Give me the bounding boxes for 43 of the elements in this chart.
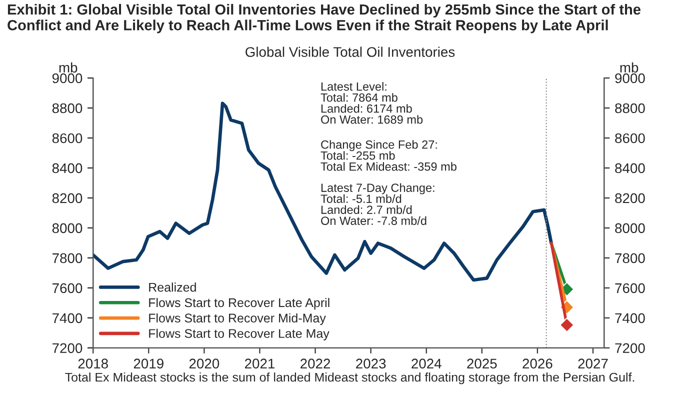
text: Total Ex Mideast stocks is the sum of landed Mideast stocks and floating storage from the Persian Gulf.: [65, 372, 634, 384]
y-tick-label: 8800: [52, 103, 82, 114]
x-tick-label: 2026: [522, 358, 552, 369]
x-tick-label: 2027: [578, 358, 608, 369]
y-axis-title: mb: [59, 62, 78, 73]
legend-label: Realized: [149, 282, 196, 292]
y2-tick-label: 7800: [615, 253, 645, 264]
y-tick-label: 8400: [52, 163, 82, 174]
x-tick-label: 2024: [412, 358, 442, 369]
annotation: Latest 7-Day Change: Total: -5.1 mb/d Landed: 2.7 mb/d On Water: -7.8 mb/d: [320, 183, 434, 225]
legend-label: Flows Start to Recover Mid-May: [149, 313, 326, 325]
x-tick-label: 2025: [467, 358, 497, 369]
y2-tick-label: 7400: [615, 313, 645, 324]
y-tick-label: 9000: [52, 73, 82, 84]
chart-subtitle: Global Visible Total Oil Inventories: [246, 46, 455, 57]
annotation: Latest Level: Total: 7864 mb Landed: 6174 mb On Water: 1689 mb: [320, 82, 423, 124]
y-tick-label: 7600: [52, 283, 82, 294]
y-tick-label: 8000: [52, 223, 82, 234]
line-series: [93, 102, 554, 282]
legend-label: Flows Start to Recover Late April: [149, 298, 330, 310]
y-tick-label: 8200: [52, 193, 82, 204]
annotation: Change Since Feb 27: Total: -255 mb Total Ex Mideast: -359 mb: [320, 140, 456, 171]
y-tick-label: 7200: [52, 343, 82, 354]
y2-tick-label: 8200: [615, 193, 645, 204]
y2-tick-label: 8400: [615, 163, 645, 174]
x-tick-label: 2023: [356, 358, 386, 369]
y-tick-label: 7400: [52, 313, 82, 324]
x-tick-label: 2020: [189, 358, 220, 369]
y-tick-label: 7800: [52, 253, 82, 264]
y2-tick-label: 7200: [615, 343, 645, 354]
legend-label: Flows Start to Recover Late May: [149, 328, 330, 340]
y2-axis-title: mb: [620, 62, 638, 73]
x-tick-label: 2019: [134, 358, 164, 369]
y2-tick-label: 9000: [615, 73, 645, 84]
y2-tick-label: 8000: [615, 223, 645, 234]
x-tick-label: 2018: [78, 358, 108, 369]
y2-tick-label: 8800: [615, 103, 645, 114]
y2-tick-label: 7600: [615, 283, 645, 294]
y-tick-label: 8600: [52, 133, 82, 144]
x-tick-label: 2021: [244, 358, 275, 369]
x-tick-label: 2022: [300, 358, 330, 369]
y2-tick-label: 8600: [615, 133, 645, 144]
chart-title: Exhibit 1: Global Visible Total Oil Inventories Have Declined by 255mb Since the Start of the Conflict and Are Likely to Reach All-Time Lows Even if the Strait Reopens by Late April: [8, 4, 641, 34]
